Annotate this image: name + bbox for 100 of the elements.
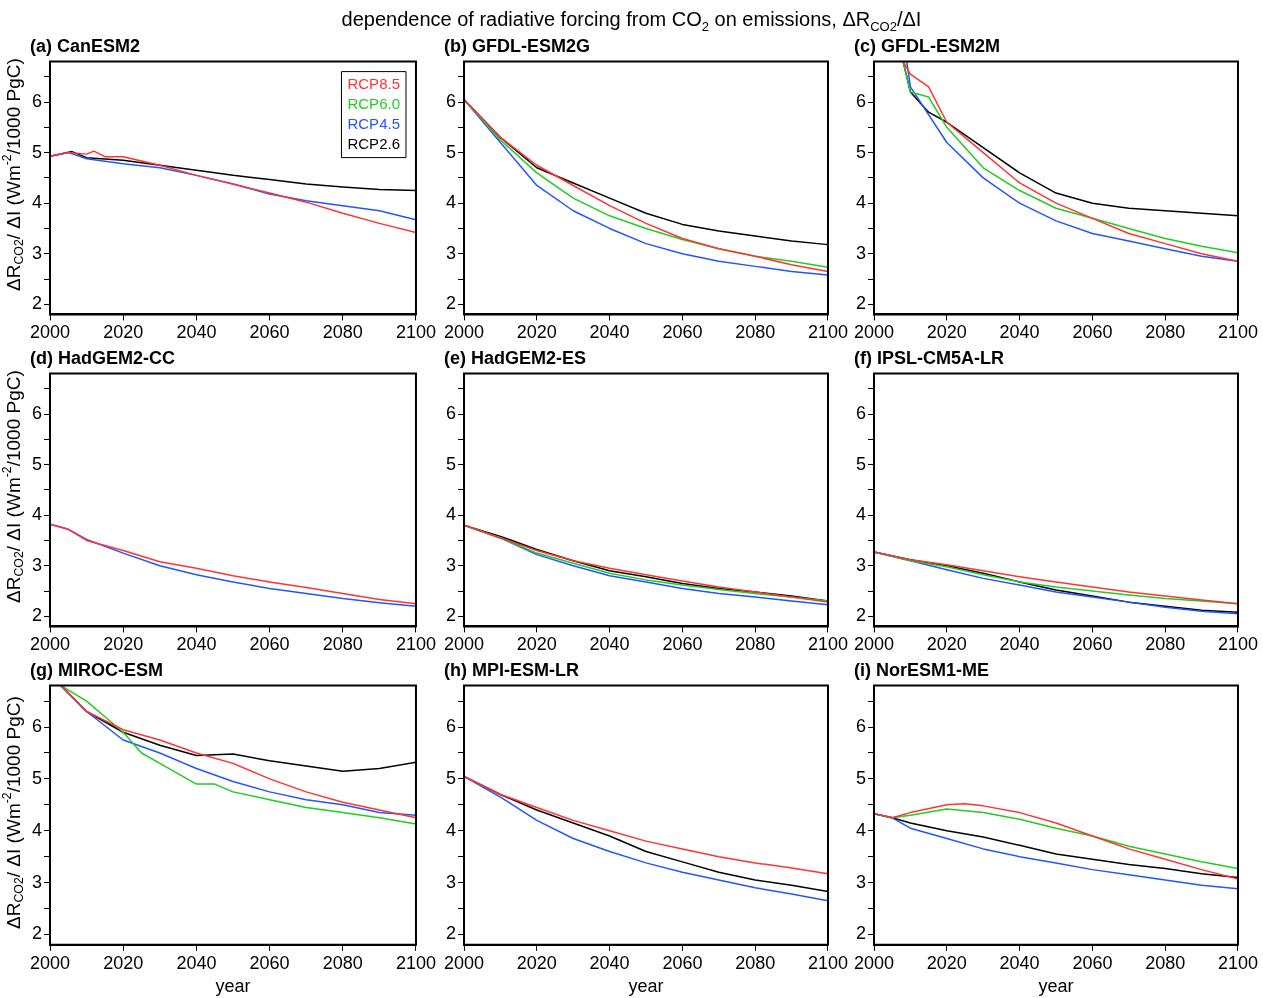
x-tick-label: 2100 bbox=[1217, 322, 1258, 343]
x-tick-label: 2020 bbox=[103, 952, 144, 973]
y-tick-label: 5 bbox=[446, 453, 457, 474]
x-tick-label: 2060 bbox=[249, 634, 290, 655]
x-tick-label: 2060 bbox=[1072, 634, 1113, 655]
x-tick-label: 2020 bbox=[103, 634, 144, 655]
chart-title: (a) CanESM2 bbox=[30, 35, 141, 56]
x-tick-label: 2080 bbox=[322, 634, 363, 655]
y-tick-label: 4 bbox=[856, 192, 867, 213]
x-tick-label: 2000 bbox=[853, 634, 895, 655]
x-tick-label: 2060 bbox=[249, 322, 290, 343]
x-tick-label: 2040 bbox=[589, 634, 630, 655]
text: RCP8.5 bbox=[347, 74, 400, 92]
x-axis-title: year bbox=[628, 976, 664, 997]
y-tick-label: 3 bbox=[32, 554, 43, 575]
x-tick-label: 2000 bbox=[29, 952, 71, 973]
y-tick-label: 6 bbox=[856, 716, 867, 737]
y-tick-label: 3 bbox=[32, 242, 43, 263]
x-tick-label: 2040 bbox=[999, 322, 1040, 343]
y-tick-label: 3 bbox=[446, 242, 457, 263]
legend-label: RCP6.0 bbox=[347, 94, 400, 112]
x-tick-label: 2100 bbox=[1217, 634, 1258, 655]
y-tick-label: 4 bbox=[856, 819, 867, 840]
x-tick-label: 2000 bbox=[853, 322, 895, 343]
x-tick-label: 2100 bbox=[395, 952, 436, 973]
x-tick-label: 2060 bbox=[662, 322, 703, 343]
text: dependence of radiative forcing from CO$_{2}$ on emissions, ΔR$_{CO2}$/ΔI bbox=[340, 7, 923, 34]
x-tick-label: 2020 bbox=[926, 952, 967, 973]
x-tick-label: 2040 bbox=[589, 952, 630, 973]
y-tick-label: 2 bbox=[856, 293, 867, 314]
x-tick-label: 2040 bbox=[176, 952, 217, 973]
y-tick-label: 2 bbox=[446, 293, 457, 314]
x-tick-label: 2020 bbox=[516, 322, 557, 343]
x-tick-label: 2080 bbox=[735, 322, 776, 343]
x-tick-label: 2020 bbox=[103, 322, 144, 343]
y-tick-label: 6 bbox=[446, 91, 457, 112]
text: RCP2.6 bbox=[347, 134, 400, 152]
x-tick-label: 2080 bbox=[735, 952, 776, 973]
x-tick-label: 2080 bbox=[1145, 634, 1186, 655]
x-axis-title: year bbox=[215, 976, 251, 997]
x-tick-label: 2080 bbox=[322, 322, 363, 343]
text: RCP4.5 bbox=[347, 114, 400, 132]
y-tick-label: 3 bbox=[32, 871, 43, 892]
x-tick-label: 2080 bbox=[322, 952, 363, 973]
y-tick-label: 6 bbox=[32, 716, 43, 737]
y-tick-label: 4 bbox=[446, 504, 457, 525]
y-tick-label: 6 bbox=[32, 403, 43, 424]
y-tick-label: 3 bbox=[856, 242, 867, 263]
x-tick-label: 2000 bbox=[443, 322, 485, 343]
y-tick-label: 4 bbox=[32, 192, 43, 213]
y-tick-label: 2 bbox=[32, 923, 43, 944]
y-tick-label: 4 bbox=[446, 819, 457, 840]
y-tick-label: 2 bbox=[446, 923, 457, 944]
y-tick-label: 2 bbox=[32, 605, 43, 626]
x-tick-label: 2060 bbox=[249, 952, 290, 973]
x-tick-label: 2100 bbox=[1217, 952, 1258, 973]
x-tick-label: 2100 bbox=[807, 952, 848, 973]
y-tick-label: 4 bbox=[32, 819, 43, 840]
x-tick-label: 2100 bbox=[807, 634, 848, 655]
chart-title: (h) MPI-ESM-LR bbox=[444, 659, 579, 680]
y-tick-label: 5 bbox=[856, 141, 867, 162]
y-tick-label: 6 bbox=[856, 403, 867, 424]
x-tick-label: 2060 bbox=[662, 634, 703, 655]
x-tick-label: 2080 bbox=[1145, 322, 1186, 343]
x-tick-label: 2100 bbox=[395, 322, 436, 343]
x-tick-label: 2000 bbox=[29, 634, 71, 655]
x-tick-label: 2020 bbox=[926, 634, 967, 655]
y-tick-label: 6 bbox=[32, 91, 43, 112]
x-tick-label: 2000 bbox=[443, 952, 485, 973]
y-tick-label: 6 bbox=[446, 403, 457, 424]
y-tick-label: 2 bbox=[856, 923, 867, 944]
x-tick-label: 2040 bbox=[999, 952, 1040, 973]
x-tick-label: 2060 bbox=[1072, 952, 1113, 973]
chart-title: (c) GFDL-ESM2M bbox=[854, 35, 1000, 56]
x-tick-label: 2000 bbox=[443, 634, 485, 655]
y-tick-label: 2 bbox=[446, 605, 457, 626]
x-tick-label: 2040 bbox=[589, 322, 630, 343]
x-tick-label: 2000 bbox=[853, 952, 895, 973]
y-tick-label: 4 bbox=[446, 192, 457, 213]
y-tick-label: 4 bbox=[32, 504, 43, 525]
y-tick-label: 3 bbox=[856, 554, 867, 575]
x-tick-label: 2040 bbox=[176, 322, 217, 343]
chart-title: (e) HadGEM2-ES bbox=[444, 347, 587, 368]
y-tick-label: 6 bbox=[856, 91, 867, 112]
y-tick-label: 2 bbox=[856, 605, 867, 626]
y-tick-label: 3 bbox=[446, 554, 457, 575]
y-tick-label: 5 bbox=[32, 767, 43, 788]
chart-title: (f) IPSL-CM5A-LR bbox=[854, 347, 1004, 368]
x-tick-label: 2040 bbox=[176, 634, 217, 655]
y-tick-label: 4 bbox=[856, 504, 867, 525]
x-tick-label: 2060 bbox=[662, 952, 703, 973]
x-tick-label: 2100 bbox=[807, 322, 848, 343]
chart-title: (g) MIROC-ESM bbox=[30, 659, 163, 680]
chart-title: (b) GFDL-ESM2G bbox=[444, 35, 590, 56]
x-tick-label: 2020 bbox=[926, 322, 967, 343]
x-tick-label: 2000 bbox=[29, 322, 71, 343]
y-tick-label: 5 bbox=[856, 767, 867, 788]
y-tick-label: 5 bbox=[856, 453, 867, 474]
x-tick-label: 2040 bbox=[999, 634, 1040, 655]
x-axis-title: year bbox=[1038, 976, 1074, 997]
